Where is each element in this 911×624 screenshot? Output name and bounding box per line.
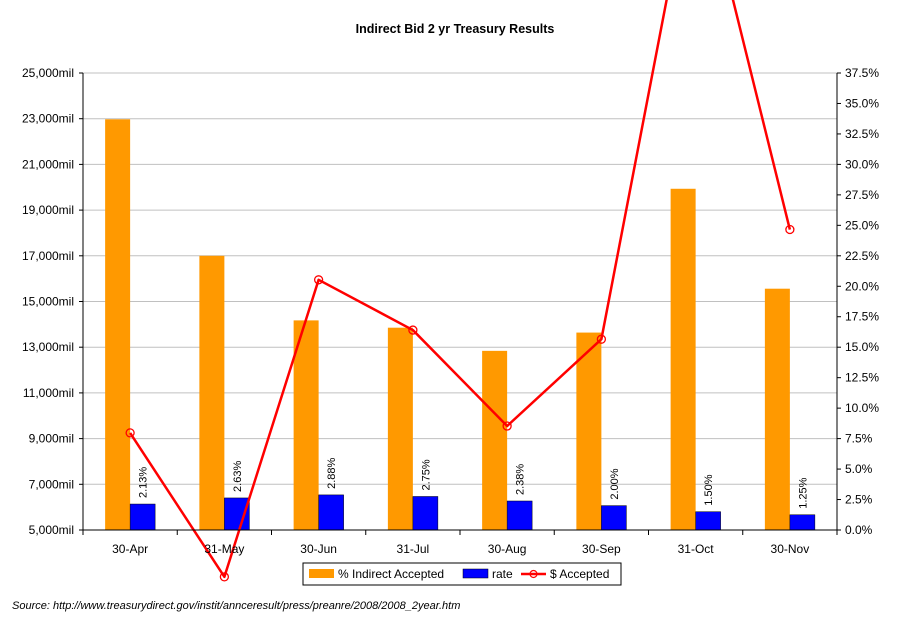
rate-data-label: 2.63%	[232, 461, 244, 492]
legend-swatch-accepted-marker	[529, 569, 538, 579]
legend-swatch-rate	[462, 568, 489, 579]
x-axis-tick-label: 30-Jun	[300, 542, 337, 556]
legend-swatch-indirect	[309, 569, 334, 578]
indirect-accepted-bar	[764, 288, 790, 530]
accepted-line-path	[129, 0, 792, 579]
rate-bar	[789, 514, 816, 531]
rate-labels: 2.13% 2.63% 2.88% 2.75% 2.38% 2.00% 1.50% 1.25%	[138, 457, 810, 508]
right-axis-tick-label: 7.5%	[845, 432, 873, 446]
left-axis-tick-label: 19,000mil	[22, 203, 74, 217]
right-axis-tick-label: 22.5%	[845, 249, 879, 263]
legend-label-accepted: $ Accepted	[550, 567, 609, 581]
right-axis-tick-label: 37.5%	[845, 66, 879, 80]
rate-data-label: 2.38%	[515, 464, 527, 495]
rate-data-label: 2.75%	[420, 459, 432, 490]
x-axis-tick-label: 30-Nov	[771, 542, 810, 556]
rate-data-label: 1.50%	[703, 474, 715, 505]
accepted-point	[219, 572, 230, 582]
right-axis-tick-label: 15.0%	[845, 340, 879, 354]
rate-data-label: 2.88%	[326, 457, 338, 488]
gridlines	[83, 72, 837, 485]
left-axis-tick-label: 11,000mil	[23, 386, 74, 400]
accepted-point	[125, 428, 135, 438]
rate-data-label: 2.00%	[609, 468, 621, 499]
right-axis-tick-label: 25.0%	[845, 218, 879, 232]
left-axis-tick-label: 7,000mil	[29, 477, 74, 491]
legend: % Indirect Accepted rate $ Accepted	[302, 562, 622, 586]
left-axis-tick-label: 5,000mil	[29, 523, 74, 537]
rate-bar	[695, 511, 721, 531]
bars	[105, 119, 816, 531]
indirect-accepted-bar	[482, 350, 508, 530]
x-axis-tick-label: 30-Sep	[582, 542, 621, 556]
x-axis-tick-label: 31-May	[204, 542, 244, 556]
left-axis-tick-label: 9,000mil	[29, 432, 74, 446]
axes: 5,000mil 7,000mil 9,000mil 11,000mil 13,000m…	[22, 66, 879, 556]
left-axis-tick-label: 13,000mil	[22, 340, 74, 354]
rate-bar	[506, 500, 533, 531]
left-axis-tick-label: 15,000mil	[22, 295, 74, 309]
accepted-point	[313, 275, 324, 285]
accepted-line	[125, 0, 795, 582]
legend-label-indirect: % Indirect Accepted	[338, 567, 444, 581]
right-axis-tick-label: 17.5%	[845, 310, 879, 324]
accepted-point	[785, 224, 795, 235]
right-axis-tick-label: 0.0%	[845, 523, 873, 537]
left-axis-tick-label: 25,000mil	[22, 66, 74, 80]
rate-bar	[129, 503, 156, 531]
rate-data-label: 1.25%	[797, 477, 809, 508]
source-note: Source: http://www.treasurydirect.gov/in…	[12, 600, 460, 612]
right-axis-tick-label: 12.5%	[845, 371, 879, 385]
rate-bar	[318, 494, 344, 531]
chart-title: Indirect Bid 2 yr Treasury Results	[356, 22, 555, 36]
indirect-accepted-bar	[105, 119, 131, 531]
x-axis-tick-label: 31-Jul	[397, 542, 430, 556]
right-axis-tick-label: 30.0%	[845, 157, 879, 171]
indirect-accepted-bar	[670, 188, 696, 531]
x-axis-tick-label: 31-Oct	[678, 542, 715, 556]
accepted-point	[596, 334, 607, 344]
right-axis-tick-label: 20.0%	[845, 279, 879, 293]
x-axis-tick-label: 30-Aug	[488, 542, 527, 556]
legend-label-rate: rate	[492, 567, 513, 581]
left-axis-tick-label: 21,000mil	[22, 157, 74, 171]
indirect-accepted-bar	[387, 327, 413, 530]
accepted-point	[502, 421, 512, 431]
right-axis-tick-label: 35.0%	[845, 96, 879, 110]
right-axis-tick-label: 2.5%	[845, 493, 873, 507]
indirect-accepted-bar	[293, 320, 319, 530]
legend-box	[302, 562, 622, 586]
left-axis-tick-label: 17,000mil	[22, 249, 74, 263]
indirect-accepted-bar	[199, 255, 225, 531]
left-axis-tick-label: 23,000mil	[22, 112, 74, 126]
indirect-accepted-bar	[576, 332, 602, 530]
right-axis-tick-label: 32.5%	[845, 127, 879, 141]
accepted-point	[408, 325, 418, 335]
x-axis-tick-label: 30-Apr	[112, 542, 148, 556]
right-axis-tick-label: 27.5%	[845, 188, 879, 202]
right-axis-tick-label: 10.0%	[845, 401, 879, 415]
rate-bar	[601, 505, 627, 531]
rate-bar	[412, 496, 439, 531]
rate-data-label: 2.13%	[138, 467, 150, 498]
right-axis-tick-label: 5.0%	[845, 462, 873, 476]
